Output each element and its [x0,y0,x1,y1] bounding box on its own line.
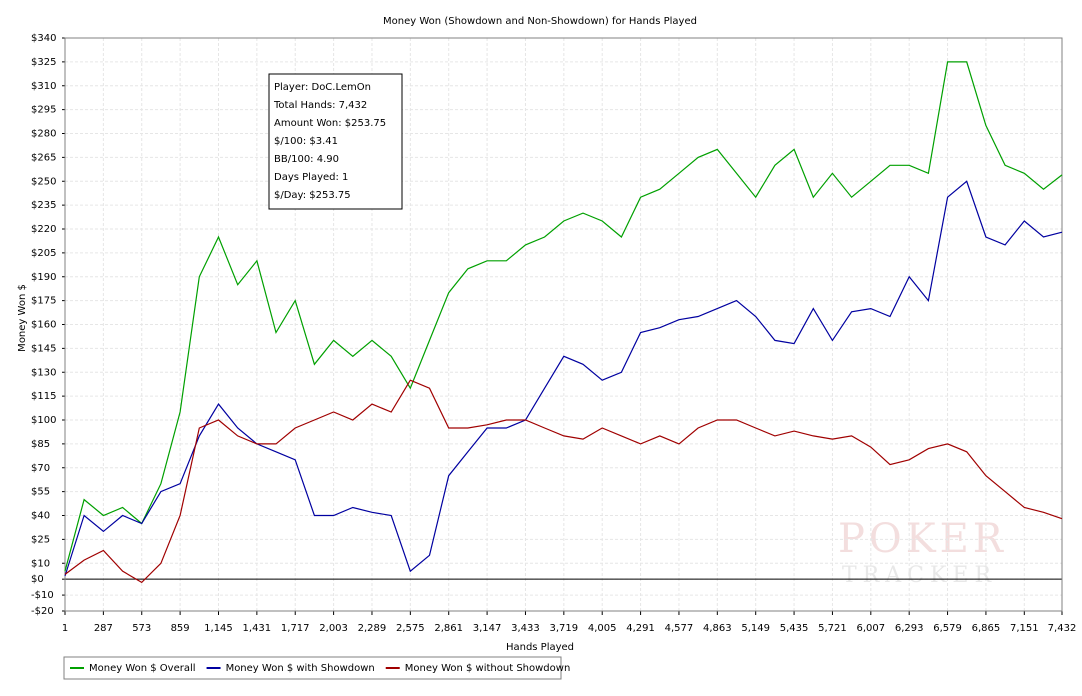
y-axis-label: Money Won $ [17,284,28,352]
info-line: Player: DoC.LemOn [274,82,371,93]
legend-frame [63,656,562,680]
y-tick-label: $190 [31,272,56,283]
chart-title: Money Won (Showdown and Non-Showdown) fo… [383,16,697,27]
x-tick-label: 4,863 [703,623,732,634]
x-tick-label: 1,145 [204,623,233,634]
legend-label: Money Won $ Overall [89,663,196,674]
y-tick-label: $175 [31,296,56,307]
y-tick-label: $10 [31,558,50,569]
y-tick-label: $85 [31,439,50,450]
x-tick-label: 5,721 [818,623,847,634]
x-tick-label: 7,432 [1048,623,1077,634]
y-tick-label: $325 [31,57,56,68]
x-tick-label: 1 [62,623,68,634]
info-box: Player: DoC.LemOn Total Hands: 7,432 Amoun… [268,73,403,210]
info-box-frame [268,73,403,210]
x-tick-label: 2,575 [396,623,425,634]
x-tick-label: 4,291 [626,623,655,634]
y-tick-label: $25 [31,534,50,545]
watermark: TRACKER [842,563,997,588]
y-tick-label: $265 [31,152,56,163]
y-tick-label: $310 [31,81,56,92]
x-tick-label: 6,293 [895,623,924,634]
legend: Money Won $ Overall Money Won $ with Show… [63,656,571,680]
y-tick-label: $0 [31,574,44,585]
info-line: $/100: $3.41 [274,136,338,147]
x-tick-label: 6,579 [933,623,962,634]
x-tick-label: 2,003 [319,623,348,634]
y-tick-label: $40 [31,511,50,522]
y-tick-label: $340 [31,33,56,44]
series-line [64,61,1063,572]
x-tick-label: 4,577 [665,623,694,634]
x-axis-label: Hands Played [506,642,574,653]
x-tick-label: 5,149 [741,623,770,634]
info-line: Total Hands: 7,432 [273,100,367,111]
y-tick-label: $235 [31,200,56,211]
series-line [64,180,1063,577]
y-tick-label: $220 [31,224,56,235]
y-tick-label: $145 [31,343,56,354]
y-tick-label: $280 [31,129,56,140]
x-tick-label: 859 [171,623,190,634]
y-tick-label: -$20 [31,606,54,617]
plot-border [64,37,1063,612]
info-line: BB/100: 4.90 [274,154,339,165]
x-tick-label: 1,431 [243,623,272,634]
y-tick-label: $160 [31,320,56,331]
info-line: $/Day: $253.75 [274,190,351,201]
x-tick-label: 3,433 [511,623,540,634]
x-tick-label: 6,007 [856,623,885,634]
y-tick-label: $70 [31,463,50,474]
legend-label: Money Won $ without Showdown [405,663,571,674]
y-tick-label: -$10 [31,590,54,601]
x-tick-label: 4,005 [588,623,617,634]
x-tick-label: 3,147 [473,623,502,634]
y-tick-label: $100 [31,415,56,426]
series-line [64,379,1063,584]
x-tick-label: 1,717 [281,623,310,634]
x-tick-label: 6,865 [972,623,1001,634]
y-tick-label: $130 [31,367,56,378]
info-line: Amount Won: $253.75 [274,118,386,129]
y-tick-label: $205 [31,248,56,259]
x-tick-label: 7,151 [1010,623,1039,634]
y-tick-label: $55 [31,487,50,498]
x-tick-label: 2,289 [358,623,387,634]
x-tick-label: 287 [94,623,113,634]
y-tick-label: $295 [31,105,56,116]
info-line: Days Played: 1 [274,172,348,183]
y-tick-label: $250 [31,176,56,187]
x-tick-label: 573 [132,623,151,634]
x-tick-label: 5,435 [780,623,809,634]
x-tick-label: 3,719 [550,623,579,634]
legend-label: Money Won $ with Showdown [226,663,375,674]
x-tick-label: 2,861 [434,623,463,634]
y-tick-label: $115 [31,391,56,402]
